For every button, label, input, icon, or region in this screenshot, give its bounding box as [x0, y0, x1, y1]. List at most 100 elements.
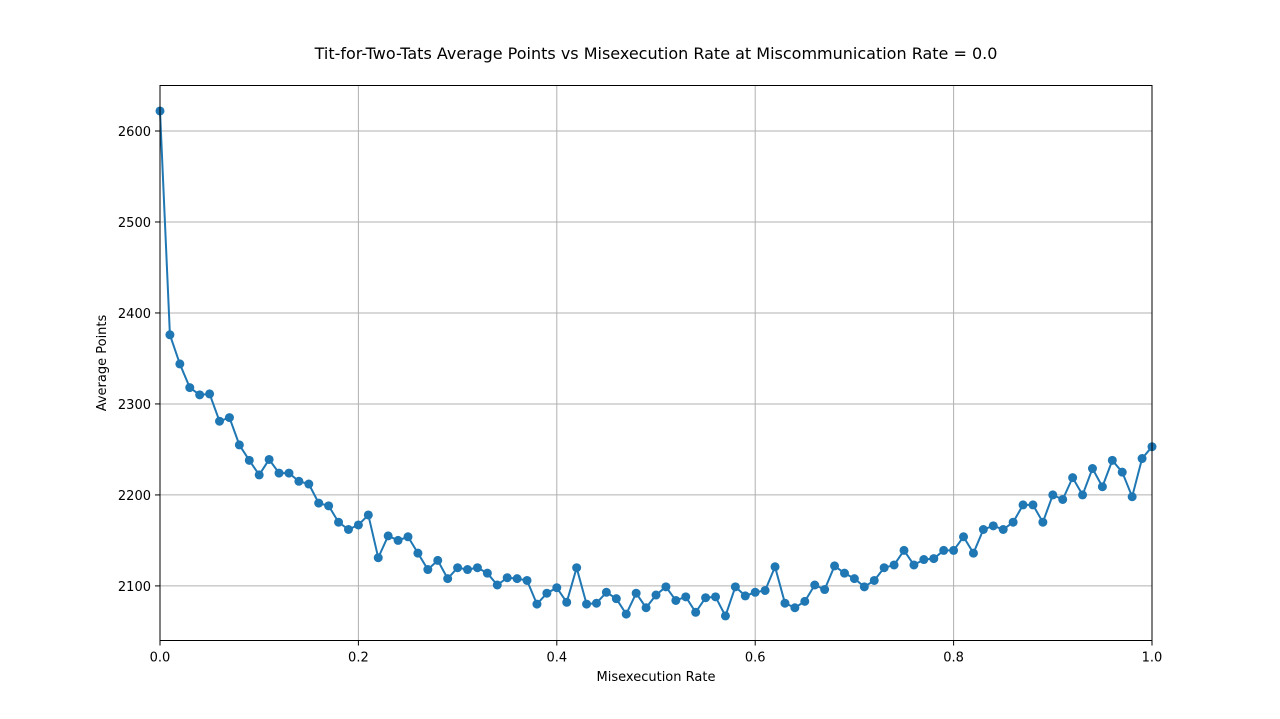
data-point	[720, 611, 730, 621]
data-point	[403, 532, 413, 542]
data-point	[760, 585, 770, 595]
data-point	[611, 594, 621, 604]
data-point	[859, 582, 869, 592]
data-point	[244, 455, 254, 465]
data-point	[314, 498, 324, 508]
x-tick-label: 0.8	[943, 651, 964, 666]
data-point	[334, 517, 344, 527]
data-point	[482, 568, 492, 578]
data-point	[522, 575, 532, 585]
data-point	[1048, 490, 1058, 500]
data-point	[343, 525, 353, 534]
data-point	[224, 413, 234, 423]
x-tick-label: 0.0	[150, 651, 171, 666]
x-axis-ticks: 0.0 0.2 0.4 0.6 0.8 1.0	[150, 640, 1163, 666]
data-point	[1018, 500, 1028, 510]
data-point	[413, 548, 423, 558]
y-tick-label: 2200	[118, 489, 151, 504]
data-point	[324, 501, 334, 511]
data-point	[1028, 500, 1038, 510]
data-point	[651, 590, 661, 600]
data-point	[284, 468, 294, 478]
plot-frame	[159, 85, 1153, 641]
data-point	[353, 520, 363, 530]
data-point	[205, 389, 215, 399]
data-point	[949, 545, 959, 555]
series-line	[159, 110, 1153, 619]
data-point	[601, 587, 611, 597]
data-point	[740, 591, 750, 601]
data-point	[1078, 490, 1088, 500]
data-point	[591, 598, 601, 608]
data-point	[443, 574, 453, 584]
data-point	[1107, 455, 1117, 465]
data-point	[185, 383, 195, 393]
data-point	[1038, 517, 1048, 527]
y-gridlines	[160, 130, 1152, 587]
data-point	[195, 390, 205, 400]
data-point	[1068, 473, 1078, 483]
data-point	[770, 562, 780, 572]
data-point	[433, 555, 443, 565]
data-point	[711, 592, 721, 602]
data-point	[492, 580, 502, 590]
data-point	[1127, 492, 1137, 502]
data-point	[562, 597, 572, 607]
data-point	[869, 575, 879, 585]
data-point	[998, 525, 1008, 534]
y-axis-ticks: 2100 2200 2300 2400 2500 2600	[118, 125, 160, 595]
data-point	[820, 585, 830, 595]
data-point	[1058, 494, 1068, 504]
data-point	[175, 359, 185, 369]
data-point	[363, 510, 373, 520]
x-axis-label: Misexecution Rate	[597, 670, 716, 685]
data-point	[889, 560, 899, 570]
data-point	[1008, 517, 1018, 527]
data-point	[304, 479, 314, 489]
data-point	[165, 330, 175, 340]
x-tick-label: 0.2	[348, 651, 369, 666]
data-point	[502, 573, 512, 583]
data-point	[929, 554, 939, 564]
data-point	[839, 568, 849, 578]
data-point	[959, 532, 969, 542]
data-point	[939, 545, 949, 555]
x-tick-label: 0.6	[745, 651, 766, 666]
data-point	[661, 582, 671, 592]
data-point	[780, 598, 790, 608]
x-tick-label: 1.0	[1142, 651, 1163, 666]
y-axis-label: Average Points	[95, 314, 110, 411]
data-point	[919, 555, 929, 565]
data-point	[423, 565, 433, 575]
y-tick-label: 2400	[118, 307, 151, 322]
data-point	[1137, 454, 1147, 464]
data-point	[552, 583, 562, 593]
data-point	[512, 574, 522, 584]
data-point	[383, 531, 393, 541]
data-point	[968, 548, 978, 558]
data-point	[691, 607, 701, 617]
data-point	[373, 553, 383, 563]
data-point	[215, 416, 225, 426]
y-tick-label: 2500	[118, 216, 151, 231]
data-point	[274, 468, 284, 478]
chart-title: Tit-for-Two-Tats Average Points vs Misex…	[314, 44, 998, 63]
data-point	[790, 603, 800, 613]
x-gridlines	[159, 85, 1153, 641]
y-tick-label: 2600	[118, 125, 151, 140]
data-point	[621, 609, 631, 619]
data-point	[264, 454, 274, 464]
data-point	[542, 588, 552, 598]
data-point	[1117, 467, 1127, 477]
data-point	[582, 599, 592, 609]
data-point	[294, 476, 304, 486]
data-point	[453, 563, 463, 573]
x-tick-label: 0.4	[546, 651, 567, 666]
data-point	[849, 574, 859, 584]
data-point	[234, 440, 244, 450]
data-point	[810, 580, 820, 590]
data-point	[879, 563, 889, 573]
data-point	[472, 563, 482, 573]
data-point	[671, 595, 681, 605]
